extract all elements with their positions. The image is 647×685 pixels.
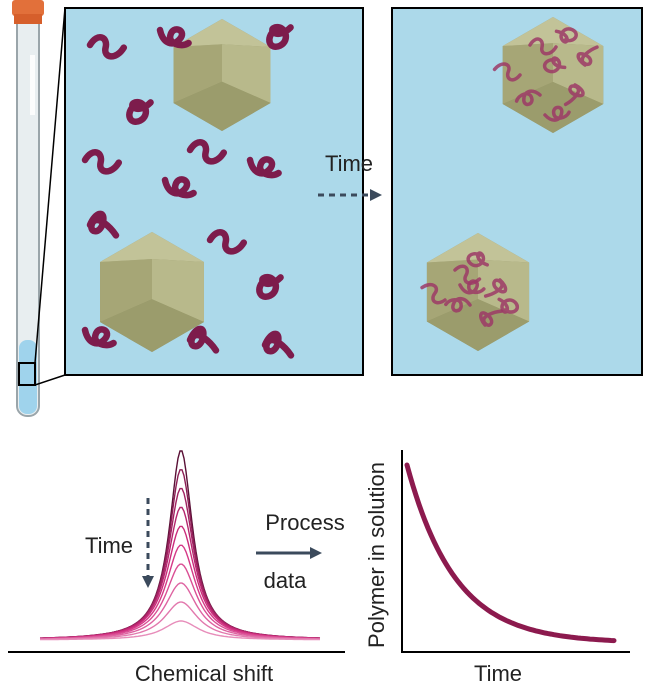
face	[173, 81, 271, 131]
label: Time	[85, 533, 133, 558]
crystal	[100, 232, 204, 352]
face	[100, 259, 152, 322]
axis-label: Time	[474, 661, 522, 685]
decay-curve	[404, 462, 617, 644]
face	[173, 44, 222, 103]
crystal	[173, 19, 271, 131]
axis-label: Polymer in solution	[364, 462, 389, 648]
face	[426, 233, 530, 263]
spectrum	[40, 450, 321, 639]
label: Time	[325, 151, 373, 176]
face	[100, 232, 204, 262]
face	[173, 19, 271, 47]
face	[100, 299, 204, 352]
face	[502, 17, 604, 46]
zoom-line	[34, 7, 66, 364]
label: Process	[265, 510, 344, 535]
face	[222, 44, 271, 103]
label: data	[264, 568, 308, 593]
zoom-line	[34, 374, 66, 386]
face	[502, 43, 553, 104]
spectra	[39, 450, 321, 641]
axis-label: Chemical shift	[135, 661, 273, 685]
spectrum	[40, 620, 320, 641]
arrowhead	[310, 547, 322, 559]
arrowhead	[142, 576, 154, 588]
nmr-tube	[12, 0, 44, 417]
spectrum	[40, 601, 320, 640]
arrowhead	[370, 189, 382, 201]
face	[152, 259, 204, 322]
